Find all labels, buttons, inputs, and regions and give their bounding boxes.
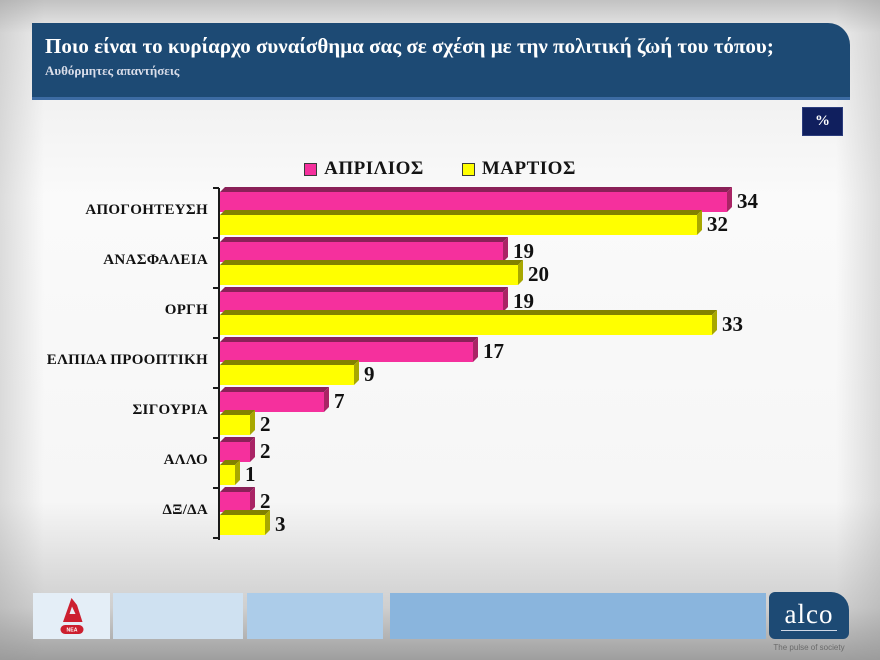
bar-martios: [220, 415, 250, 435]
axis-tick: [213, 387, 219, 389]
bar-value-label: 19: [513, 239, 534, 263]
alco-logo: alco: [769, 592, 849, 639]
bar-martios: [220, 215, 697, 235]
page-title: Ποιο είναι το κυρίαρχο συναίσθημα σας σε…: [45, 34, 774, 58]
strip-segment-alpha: ΝΕΑ: [33, 593, 110, 639]
bar-aprilios: [220, 242, 503, 262]
bar-aprilios: [220, 442, 250, 462]
bar-value-label: 34: [737, 189, 758, 213]
legend-label-martios: ΜΑΡΤΙΟΣ: [481, 158, 576, 179]
bar-aprilios: [220, 342, 473, 362]
alco-tagline: The pulse of society: [773, 643, 845, 652]
alco-logo-text: alco: [784, 598, 834, 629]
legend-item-aprilios: ΑΠΡΙΛΙΟΣ: [304, 158, 424, 180]
bar-aprilios: [220, 192, 727, 212]
bar-value-label: 2: [260, 439, 271, 463]
category-label: ΟΡΓΗ: [164, 302, 208, 318]
strip-segment-4: [390, 593, 766, 639]
category-label: ΕΛΠΙΔΑ ΠΡΟΟΠΤΙΚΗ: [46, 352, 208, 368]
category-label: ΑΠΟΓΟΗΤΕΥΣΗ: [85, 202, 208, 218]
bar-value-label: 2: [260, 412, 271, 436]
title-box: Ποιο είναι το κυρίαρχο συναίσθημα σας σε…: [32, 23, 850, 100]
bar-value-label: 17: [483, 339, 504, 363]
bar-aprilios: [220, 292, 503, 312]
chart-legend: ΑΠΡΙΛΙΟΣ ΜΑΡΤΙΟΣ: [0, 158, 880, 180]
bar-martios: [220, 365, 354, 385]
bar-martios: [220, 515, 265, 535]
axis-tick: [213, 187, 219, 189]
axis-tick: [213, 337, 219, 339]
bar-value-label: 7: [334, 389, 345, 413]
bar-value-label: 1: [245, 462, 256, 486]
bar-martios: [220, 465, 235, 485]
bar-value-label: 33: [722, 312, 743, 336]
axis-tick: [213, 287, 219, 289]
axis-tick: [213, 537, 219, 539]
bar-value-label: 2: [260, 489, 271, 513]
bar-martios: [220, 265, 518, 285]
legend-swatch-aprilios: [304, 162, 318, 176]
y-axis-line: [218, 188, 220, 540]
bar-value-label: 32: [707, 212, 728, 236]
legend-label-aprilios: ΑΠΡΙΛΙΟΣ: [324, 158, 424, 179]
bar-value-label: 19: [513, 289, 534, 313]
category-label: ΑΝΑΣΦΑΛΕΙΑ: [103, 252, 208, 268]
axis-tick: [213, 437, 219, 439]
strip-segment-2: [113, 593, 243, 639]
legend-item-martios: ΜΑΡΤΙΟΣ: [461, 158, 576, 180]
alpha-logo-icon: ΝΕΑ: [60, 598, 83, 634]
page-subtitle: Αυθόρμητες απαντήσεις: [45, 63, 180, 78]
bar-value-label: 3: [275, 512, 286, 536]
strip-segment-3: [247, 593, 383, 639]
legend-swatch-martios: [461, 162, 475, 176]
bar-value-label: 9: [364, 362, 375, 386]
axis-tick: [213, 237, 219, 239]
bar-value-label: 20: [528, 262, 549, 286]
bar-martios: [220, 315, 712, 335]
bar-aprilios: [220, 492, 250, 512]
percent-unit-badge: %: [802, 107, 843, 136]
category-label: ΑΛΛΟ: [163, 452, 208, 468]
svg-text:ΝΕΑ: ΝΕΑ: [66, 628, 77, 634]
alco-logo-underline: [781, 629, 837, 631]
category-label: ΔΞ/ΔΑ: [162, 502, 208, 518]
category-label: ΣΙΓΟΥΡΙΑ: [132, 402, 208, 418]
bar-aprilios: [220, 392, 324, 412]
axis-tick: [213, 487, 219, 489]
